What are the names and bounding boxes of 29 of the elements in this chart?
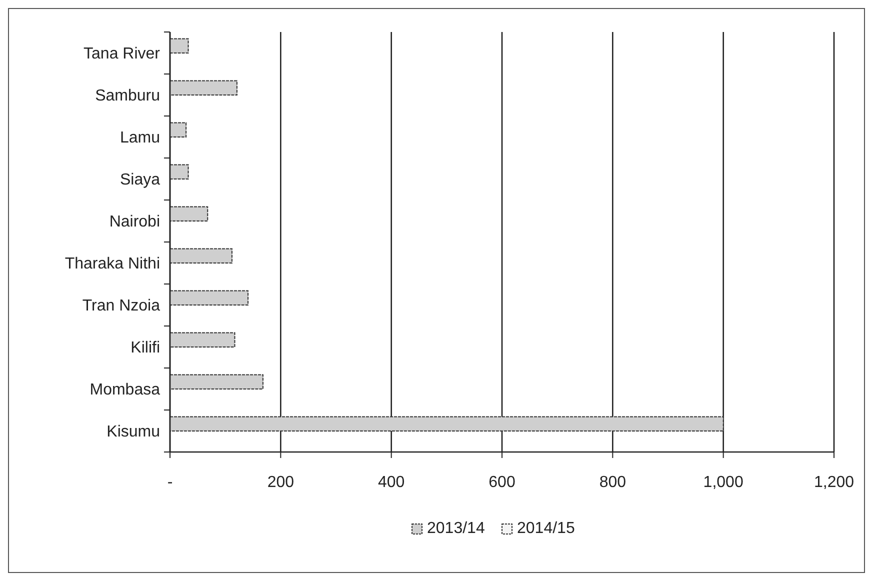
x-tick-label: 1,200 bbox=[814, 474, 854, 491]
y-tick-label: Samburu bbox=[95, 88, 160, 105]
bar bbox=[170, 290, 249, 306]
bar bbox=[170, 38, 189, 54]
x-tick-label: 1,000 bbox=[703, 474, 744, 491]
bar bbox=[170, 374, 264, 390]
bar bbox=[170, 206, 208, 222]
y-tick-label: Kisumu bbox=[106, 424, 160, 441]
y-tick-label: Nairobi bbox=[109, 214, 160, 231]
bar bbox=[170, 80, 238, 96]
y-tick-label: Tana River bbox=[84, 46, 161, 63]
bar bbox=[170, 164, 189, 180]
y-tick-label: Tharaka Nithi bbox=[64, 256, 160, 273]
y-tick-label: Tran Nzoia bbox=[82, 298, 160, 315]
x-tick-label: 400 bbox=[378, 474, 405, 491]
bar bbox=[170, 122, 187, 138]
y-tick-label: Mombasa bbox=[90, 382, 160, 399]
x-tick-label: - bbox=[167, 474, 173, 491]
legend-label: 2014/15 bbox=[517, 520, 575, 537]
bar bbox=[170, 332, 236, 348]
x-tick-label: 600 bbox=[488, 474, 516, 491]
bar bbox=[170, 248, 232, 264]
legend-label: 2013/14 bbox=[427, 520, 485, 537]
x-tick-label: 800 bbox=[599, 474, 626, 491]
y-tick-label: Siaya bbox=[120, 172, 160, 189]
y-tick-label: Lamu bbox=[120, 130, 160, 147]
y-tick-label: Kilifi bbox=[130, 340, 160, 357]
x-tick-label: 200 bbox=[267, 474, 294, 491]
bar bbox=[170, 416, 724, 432]
